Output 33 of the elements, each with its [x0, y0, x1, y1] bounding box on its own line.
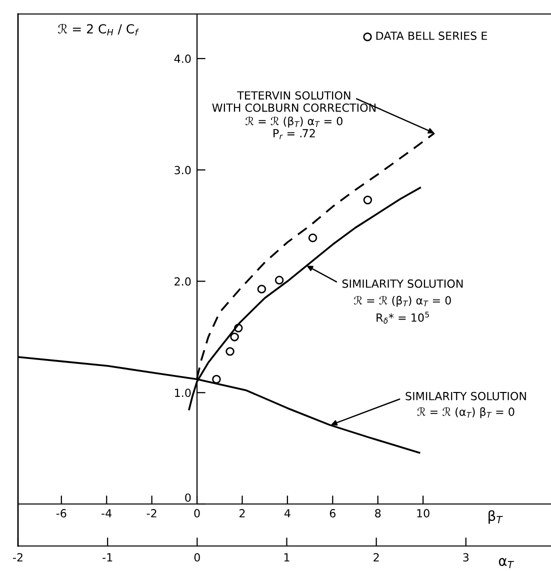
y-tick-label: 1.0 — [175, 388, 191, 398]
y-tick-label: 4.0 — [174, 54, 191, 63]
legend-label: DATA BELL SERIES E — [376, 32, 487, 40]
annotation: ℛ = ℛ (α$_{T}$) β$_{T}$ = 0 — [417, 407, 514, 418]
x2-tick-label: 0 — [194, 553, 200, 562]
y-tick-label: 0 — [185, 493, 191, 502]
annotation: SIMILARITY SOLUTION — [342, 279, 463, 288]
annotation: ℛ = ℛ (β$_{T}$) α$_{T}$ = 0 — [354, 296, 451, 307]
y-tick-label: 2.0 — [174, 277, 191, 286]
annotation: R$_{δ}$* = 10$^{5}$ — [376, 312, 429, 324]
x-tick-label: 4 — [284, 509, 290, 518]
x-tick-label: 8 — [375, 509, 381, 518]
annotation: SIMILARITY SOLUTION — [406, 392, 526, 400]
x-axis-title: β$_{T}$ — [488, 510, 503, 524]
x-tick-label: -4 — [102, 509, 112, 518]
annotation: WITH COLBURN CORRECTION — [212, 103, 376, 112]
x2-tick-label: -1 — [102, 553, 112, 562]
annotation: TETERVIN SOLUTION — [237, 91, 350, 100]
x2-tick-label: 1 — [284, 553, 290, 562]
x2-axis-title: α$_{T}$ — [498, 558, 514, 568]
x-tick-label: 6 — [330, 509, 336, 518]
x2-tick-label: 3 — [463, 553, 469, 562]
x-tick-label: -6 — [56, 509, 66, 518]
x2-tick-label: -2 — [13, 553, 22, 562]
x2-tick-label: 2 — [374, 553, 379, 562]
annotation: P$_{r}$ = .72 — [274, 129, 315, 140]
y-tick-label: 3.0 — [174, 166, 191, 174]
x-tick-label: 2 — [240, 509, 245, 518]
x-tick-label: 0 — [194, 509, 200, 518]
x-tick-label: 10 — [417, 509, 430, 518]
annotation: ℛ = ℛ (β$_{T}$) α$_{T}$ = 0 — [246, 116, 342, 128]
x-tick-label: -2 — [146, 509, 156, 518]
y-axis-title: ℛ = 2 C$_{H}$ / C$_{f}$ — [58, 24, 139, 36]
